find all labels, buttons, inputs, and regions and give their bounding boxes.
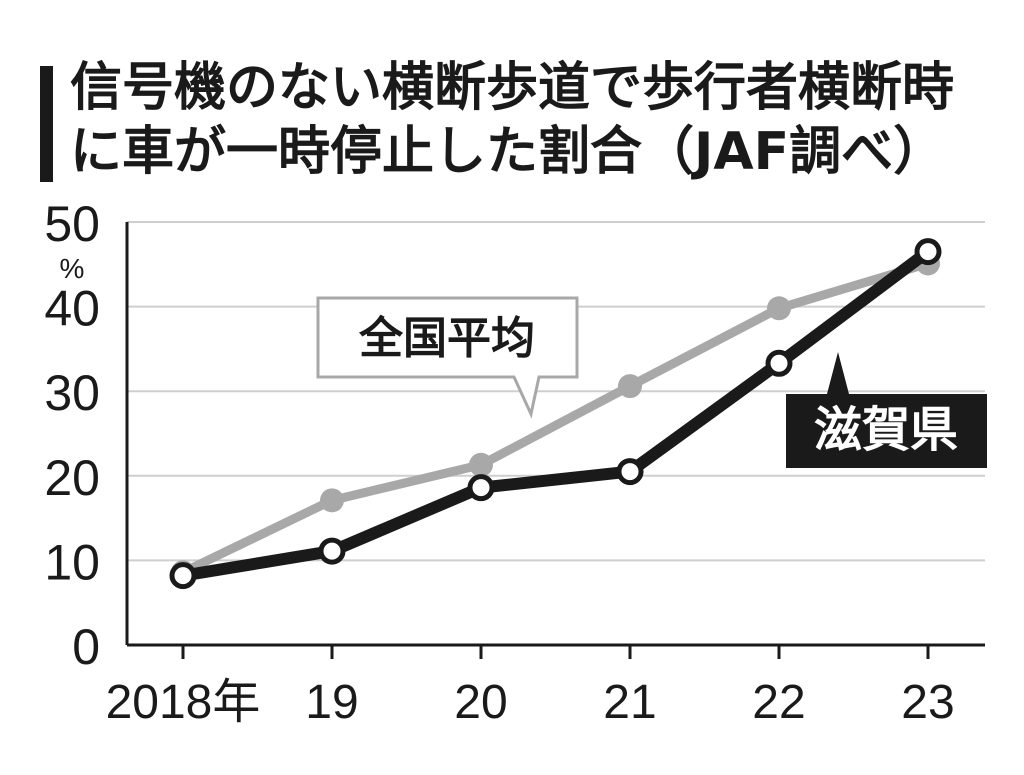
series-line-shiga (182, 246, 932, 582)
y-tick-label: 20 (44, 450, 100, 506)
data-point-shiga (169, 562, 197, 590)
data-point-national-average (618, 374, 642, 399)
y-tick-label: 30 (44, 365, 100, 421)
series-line-national-average (181, 259, 930, 577)
legend-callout-shiga: 滋賀県 (786, 352, 987, 468)
chart-title-line-2: に車が一時停止した割合（JAF調べ） (70, 122, 946, 182)
x-tick-labels: 2018年 19 20 21 22 23 (106, 645, 955, 729)
x-tick-label: 21 (603, 676, 656, 729)
y-axis-unit: % (60, 253, 85, 284)
axes (125, 222, 985, 647)
grid-lines (127, 221, 985, 562)
legend-label-shiga: 滋賀県 (814, 402, 958, 458)
data-point-shiga (765, 349, 793, 377)
data-point-shiga (467, 474, 495, 502)
x-tick-label: 23 (901, 676, 954, 729)
x-tick-label: 19 (305, 676, 358, 729)
y-tick-label: 50 (44, 196, 100, 252)
y-tick-label: 10 (44, 534, 100, 590)
data-point-national-average (767, 296, 791, 321)
legend-callout-national-average: 全国平均 (316, 296, 579, 419)
y-tick-label: 40 (44, 281, 100, 337)
data-point-shiga (616, 458, 644, 486)
callout-box-national (316, 296, 579, 419)
chart-title-line-1: 信号機のない横断歩道で歩行者横断時 (70, 58, 955, 118)
data-point-national-average (320, 488, 344, 513)
x-tick-label: 22 (752, 676, 805, 729)
legend-label-national-average: 全国平均 (358, 313, 535, 364)
callout-box-shiga (786, 352, 987, 468)
data-point-shiga (914, 238, 942, 266)
series-shiga (169, 238, 942, 590)
x-tick-label: 20 (454, 676, 507, 729)
data-point-national-average (469, 452, 493, 477)
title-accent-bar (40, 66, 53, 182)
data-point-shiga (318, 537, 346, 565)
y-tick-label: 0 (72, 619, 100, 675)
y-tick-labels: 0 10 20 30 40 50 (44, 196, 100, 675)
x-tick-label: 2018年 (106, 676, 261, 729)
